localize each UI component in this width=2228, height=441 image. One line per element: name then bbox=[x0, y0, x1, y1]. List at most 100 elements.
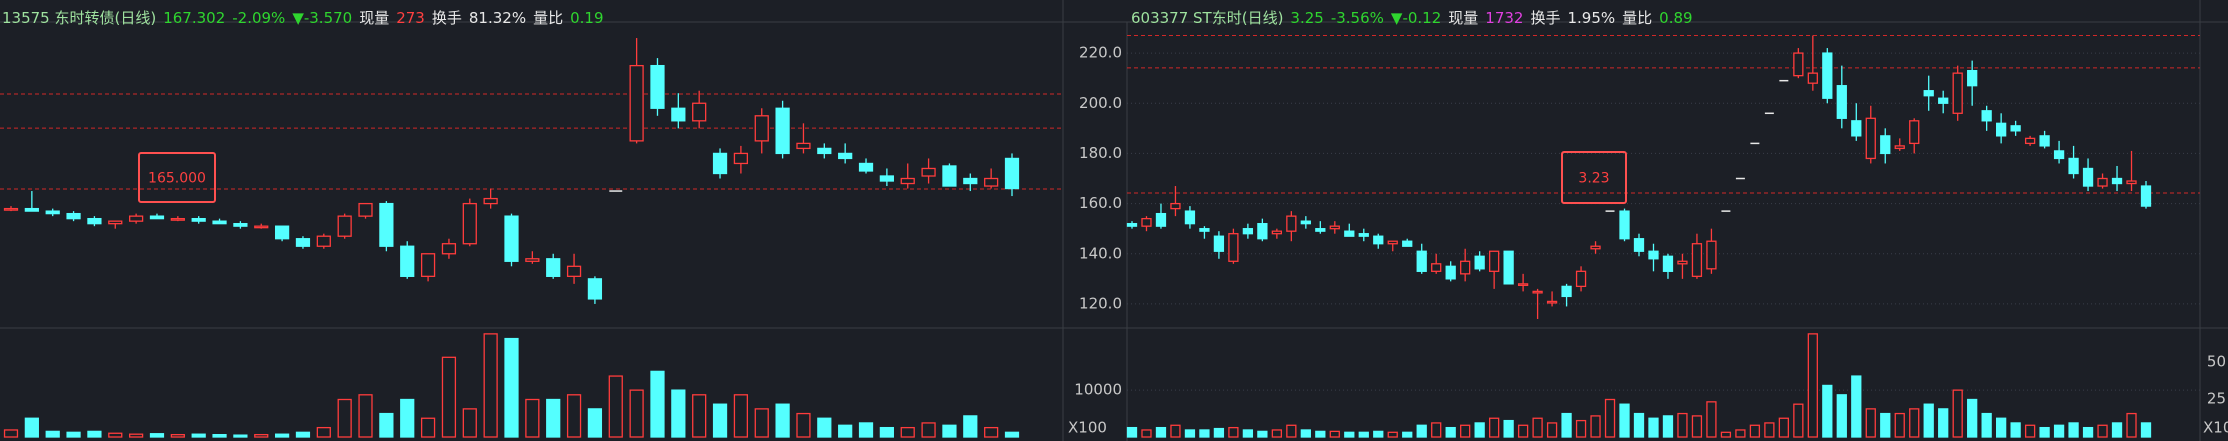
volume-bar bbox=[1387, 431, 1398, 438]
volume-bar bbox=[608, 375, 623, 438]
volume-bar bbox=[838, 424, 853, 438]
volume-bar bbox=[1155, 426, 1167, 438]
candle-body bbox=[879, 175, 894, 182]
label: 现量 bbox=[1448, 9, 1479, 27]
candle-body bbox=[212, 220, 227, 225]
volume-bar bbox=[441, 356, 457, 438]
volume-bar bbox=[1865, 408, 1876, 438]
volume-bar bbox=[2082, 426, 2094, 438]
volume-bar bbox=[1532, 417, 1543, 438]
candle-body bbox=[1517, 283, 1529, 287]
volume-bar bbox=[900, 426, 915, 438]
candle-body bbox=[233, 223, 248, 227]
volume-bar bbox=[191, 433, 206, 438]
y-tick-label: 220.0 bbox=[1079, 44, 1122, 62]
volume-bar bbox=[754, 408, 769, 438]
candle-body bbox=[1004, 157, 1020, 190]
volume-bar bbox=[1662, 415, 1674, 438]
candle-body bbox=[87, 217, 102, 225]
candle-body bbox=[1851, 120, 1862, 137]
volume-tick-label: 10000 bbox=[1074, 381, 1122, 399]
candle-body bbox=[984, 177, 999, 187]
side-unit: X10 bbox=[2203, 419, 2228, 437]
candle-body bbox=[24, 207, 39, 212]
volume-bar bbox=[1880, 412, 1891, 438]
volume-bar bbox=[462, 408, 477, 438]
volume-bar bbox=[2053, 424, 2065, 438]
candle-body bbox=[1546, 300, 1558, 304]
volume-bar bbox=[1590, 415, 1601, 438]
candle-body bbox=[1184, 210, 1196, 225]
volume-bar bbox=[984, 426, 999, 438]
volume-bar bbox=[1460, 424, 1471, 438]
candle-body bbox=[295, 238, 311, 247]
candle-body bbox=[1199, 228, 1210, 232]
volume-bar bbox=[1923, 403, 1934, 438]
volume-bar bbox=[24, 417, 39, 438]
candle-body bbox=[712, 152, 728, 175]
volume-bar bbox=[1271, 429, 1282, 438]
candle-body bbox=[650, 64, 665, 109]
volume-bar bbox=[1952, 389, 1963, 438]
candle-body bbox=[1880, 135, 1891, 155]
candle-body bbox=[1242, 228, 1254, 235]
candle-body bbox=[1691, 243, 1703, 277]
change: ▼-0.12 bbox=[1390, 9, 1442, 27]
candle-body bbox=[817, 147, 832, 155]
side-tick-label: 50 bbox=[2207, 353, 2226, 371]
candle-body bbox=[274, 225, 290, 240]
candle-body bbox=[1344, 230, 1355, 237]
candle-body bbox=[1923, 90, 1934, 97]
candle-body bbox=[1387, 240, 1398, 245]
candle-body bbox=[400, 245, 415, 277]
volume-bar bbox=[1691, 415, 1703, 438]
candle-body bbox=[358, 202, 373, 217]
volume-bar bbox=[1141, 429, 1152, 438]
candle-body bbox=[1271, 230, 1282, 235]
volume-bar bbox=[1648, 417, 1659, 438]
volume-bar bbox=[1445, 426, 1456, 438]
candle-body bbox=[1894, 145, 1905, 150]
volume-bar bbox=[1720, 431, 1732, 438]
candle-body bbox=[337, 215, 352, 237]
volume-bar bbox=[1807, 333, 1818, 438]
volume-bar bbox=[921, 422, 936, 438]
candle-body bbox=[1793, 52, 1804, 77]
volume-bar bbox=[129, 433, 144, 438]
candle-body bbox=[1286, 215, 1297, 232]
volume-bar bbox=[1909, 408, 1920, 438]
volume-bar bbox=[1489, 417, 1500, 438]
candle-body bbox=[900, 177, 915, 185]
header-left: 13575 东时转债(日线) 167.302 -2.09% ▼-3.570 现量 273 换… bbox=[2, 7, 611, 28]
candle-body bbox=[254, 225, 269, 229]
volume-bar bbox=[1604, 398, 1616, 438]
volume-bar bbox=[629, 389, 644, 438]
volume-bar bbox=[546, 398, 561, 438]
candle-body bbox=[2111, 177, 2123, 185]
volume-bar bbox=[1004, 431, 1020, 438]
price: 167.302 bbox=[163, 9, 226, 27]
candle-body bbox=[629, 64, 644, 142]
volume-bar bbox=[483, 333, 498, 438]
candle-body bbox=[525, 258, 540, 262]
candle-body bbox=[441, 243, 457, 255]
candle-body bbox=[1619, 210, 1630, 240]
vol-ratio: 0.19 bbox=[570, 9, 604, 27]
volume-bar bbox=[1938, 408, 1949, 438]
volume-bar bbox=[420, 417, 436, 438]
candle-body bbox=[2068, 157, 2079, 175]
candle-body bbox=[1590, 245, 1601, 250]
candle-body bbox=[1126, 223, 1138, 227]
candle-body bbox=[1633, 238, 1645, 252]
volume-bar bbox=[2140, 422, 2152, 438]
candle-body bbox=[2010, 125, 2021, 132]
volume-bar bbox=[1793, 403, 1804, 438]
candle-body bbox=[2039, 135, 2050, 147]
y-tick-label: 160.0 bbox=[1079, 194, 1122, 212]
label: 换手 bbox=[431, 9, 462, 27]
volume-bar bbox=[1706, 401, 1717, 438]
volume-bar bbox=[1575, 419, 1587, 438]
candle-body bbox=[1981, 110, 1992, 122]
